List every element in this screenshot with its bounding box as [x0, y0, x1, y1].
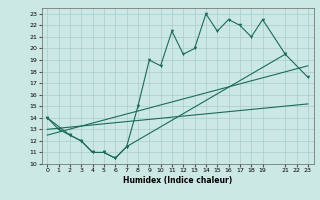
X-axis label: Humidex (Indice chaleur): Humidex (Indice chaleur)	[123, 176, 232, 185]
